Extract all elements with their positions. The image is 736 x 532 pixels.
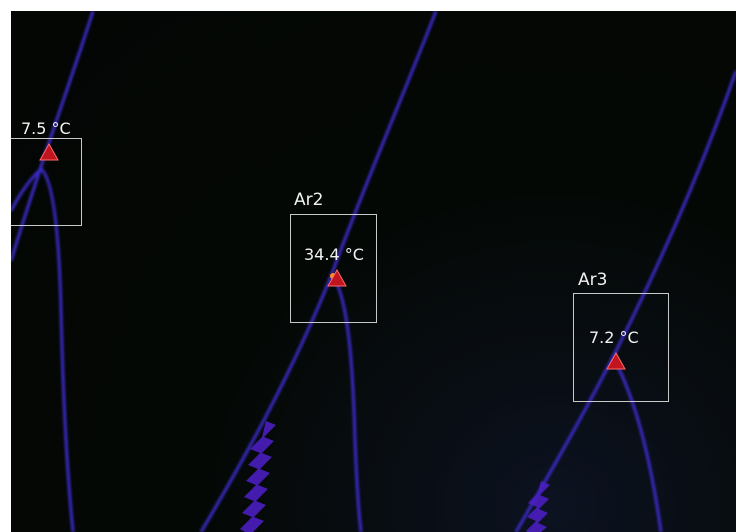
insulator-string [240,421,276,532]
power-line [613,360,663,532]
power-lines-thermal-image [11,11,736,532]
measurement-area-1[interactable] [11,138,82,226]
area-3-label: Ar3 [578,270,608,290]
power-line [514,70,736,532]
area-2-temperature: 34.4 °C [304,245,364,264]
area-2-label: Ar2 [294,190,324,210]
area-1-temperature: 7.5 °C [21,119,71,138]
red-triangle-marker-icon [606,351,626,370]
measurement-area-3[interactable] [573,293,669,402]
insulators [240,421,550,532]
power-line [331,275,363,532]
power-line [11,167,75,532]
insulator-string [526,481,550,532]
thermal-image: 7.5 °C Ar2 34.4 °C Ar3 7.2 °C [11,11,736,532]
red-triangle-marker-icon [327,268,347,287]
area-3-temperature: 7.2 °C [589,328,639,347]
power-line [11,11,95,262]
measurement-area-2[interactable] [290,214,377,323]
red-triangle-marker-icon [39,142,59,161]
